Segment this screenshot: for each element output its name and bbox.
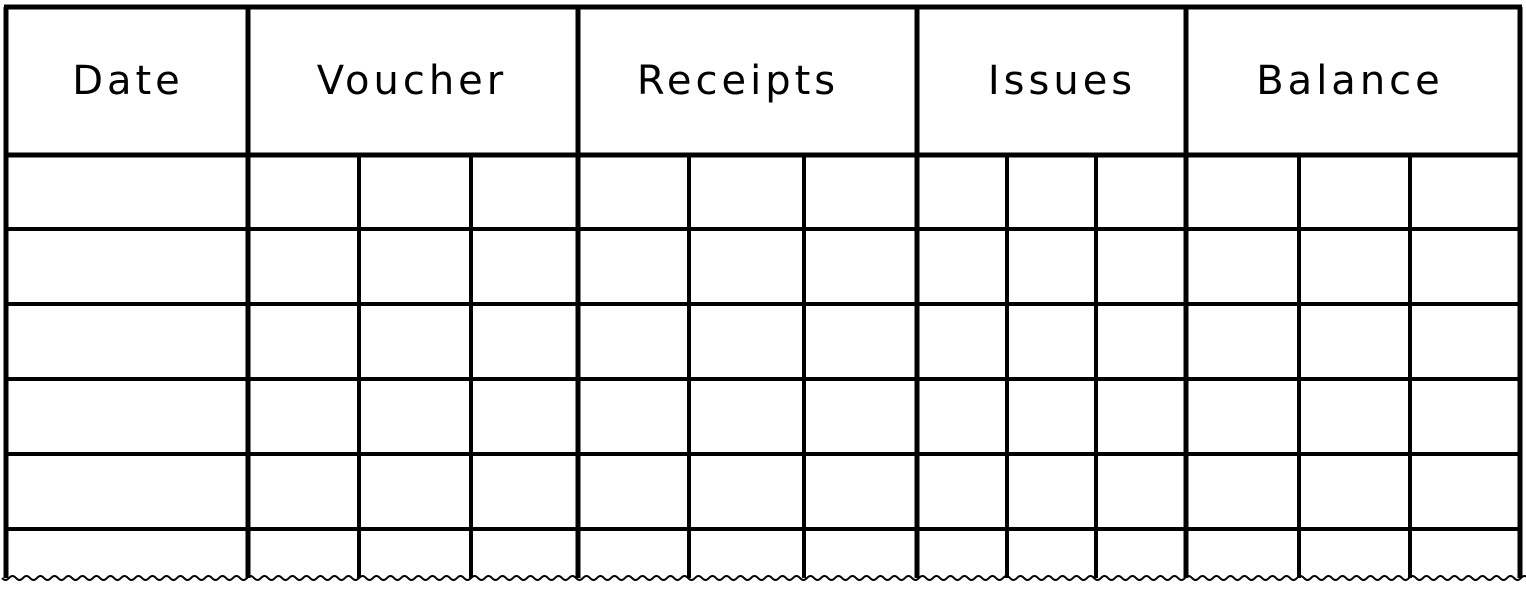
header-date: Date [72, 58, 184, 104]
header-issues: Issues [988, 58, 1136, 104]
header-receipts: Receipts [637, 58, 839, 104]
header-voucher: Voucher [317, 58, 507, 104]
torn-bottom-edge [1, 575, 1526, 581]
grid-lines [3, 4, 1523, 578]
header-row: Date Voucher Receipts Issues Balance [72, 58, 1444, 104]
header-balance: Balance [1256, 58, 1444, 104]
